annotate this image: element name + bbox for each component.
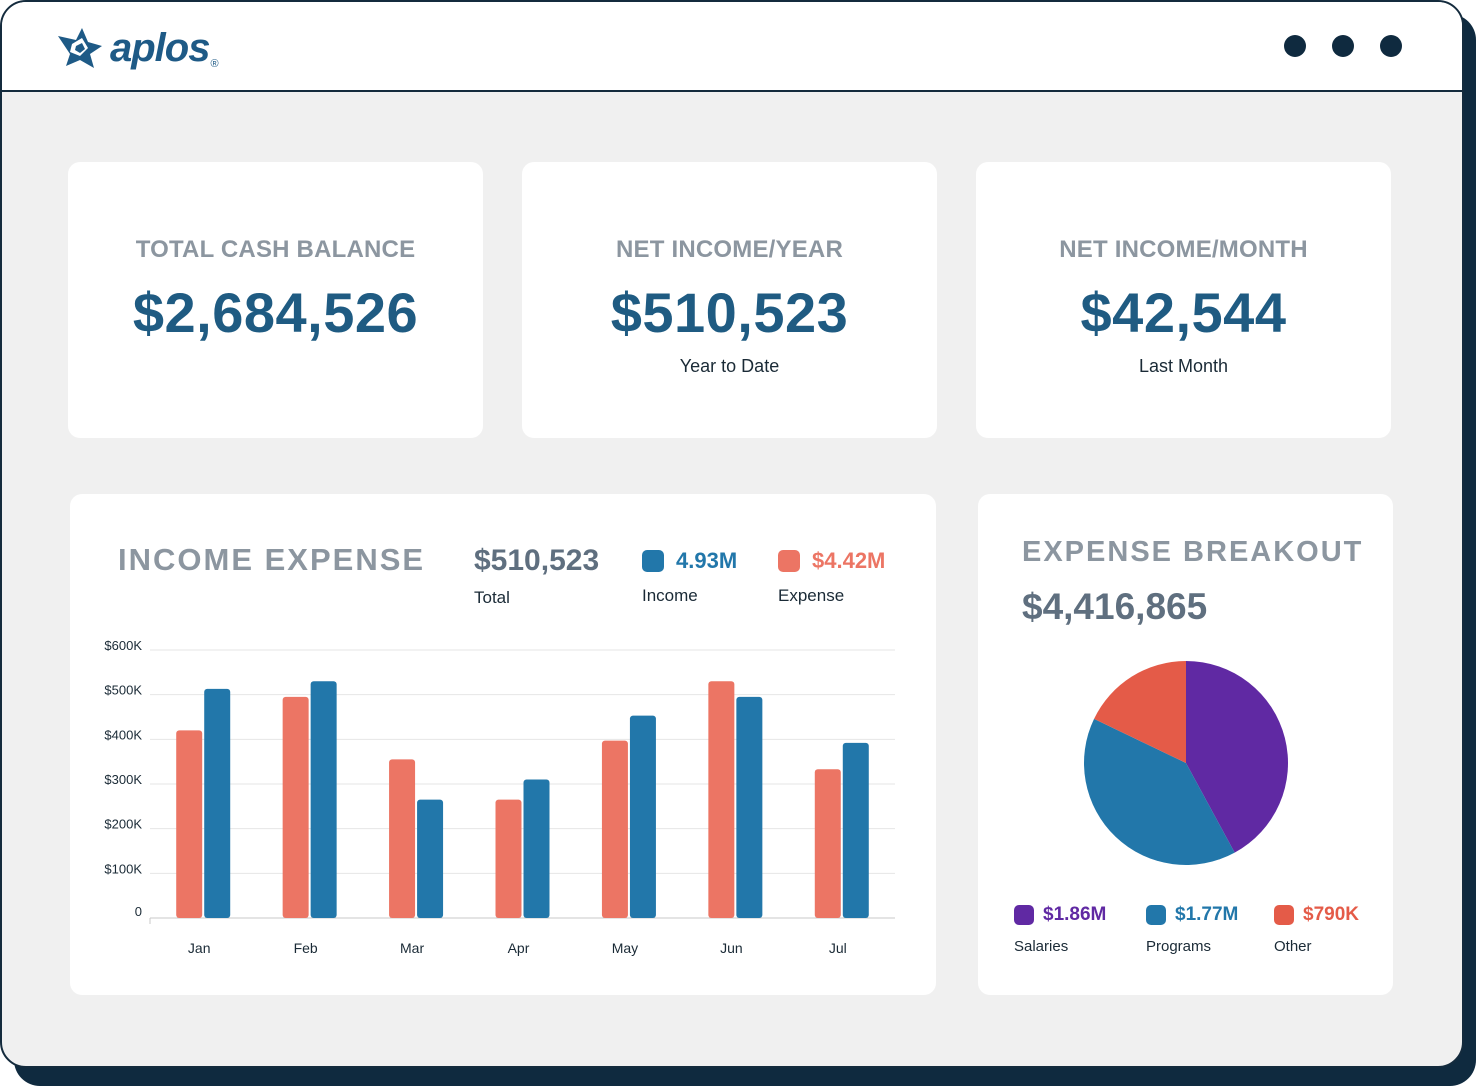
total-value: $510,523 bbox=[474, 544, 600, 577]
total-label: Total bbox=[474, 588, 510, 607]
menu-dot-icon[interactable] bbox=[1284, 35, 1306, 57]
income-swatch bbox=[642, 550, 664, 572]
y-tick-label: 0 bbox=[135, 904, 142, 919]
pie-slice-other bbox=[1094, 661, 1186, 763]
expense-pie-chart bbox=[1084, 661, 1288, 865]
income-bar bbox=[310, 681, 337, 918]
expense-value: $4.42M bbox=[812, 548, 886, 573]
income-expense-card: INCOME EXPENSE $510,523 Total 4.93M Inco… bbox=[70, 494, 936, 995]
legend-salaries: $1.86M Salaries bbox=[1014, 904, 1106, 955]
kpi-value: $2,684,526 bbox=[132, 281, 419, 344]
menu-dot-icon[interactable] bbox=[1380, 35, 1402, 57]
income-bar bbox=[523, 779, 550, 918]
x-tick-label: Jul bbox=[829, 940, 847, 956]
income-bar bbox=[842, 742, 869, 918]
x-tick-label: Apr bbox=[508, 940, 530, 956]
salaries-swatch bbox=[1014, 905, 1034, 925]
income-expense-title: INCOME EXPENSE bbox=[118, 542, 426, 577]
salaries-label: Salaries bbox=[1014, 938, 1069, 955]
logo-text: aplos bbox=[110, 26, 210, 70]
legend-other: $790K Other bbox=[1274, 904, 1359, 955]
expense-bar bbox=[389, 759, 416, 918]
kpi-card-cash-balance: TOTAL CASH BALANCE $2,684,526 bbox=[68, 162, 483, 438]
expense-label: Expense bbox=[778, 586, 845, 605]
x-tick-label: May bbox=[612, 940, 638, 956]
income-bar bbox=[417, 799, 444, 918]
income-expense-bar-chart: 0 $100K $200K $300K $400K $500K $600K Jan Feb Mar… bbox=[104, 638, 895, 956]
expense-breakout-card: EXPENSE BREAKOUT $4,416,865 $1.86M Salar… bbox=[978, 494, 1393, 995]
x-tick-label: Jan bbox=[188, 940, 211, 956]
y-tick-label: $600K bbox=[104, 638, 142, 653]
top-bar: aplos ® bbox=[2, 2, 1462, 92]
app-window: aplos ® TOTAL CASH BALANCE $2,684,526 NE… bbox=[0, 0, 1464, 1068]
legend-programs: $1.77M Programs bbox=[1146, 904, 1238, 955]
total-stat: $510,523 Total bbox=[474, 544, 599, 608]
income-bar bbox=[736, 696, 763, 918]
expense-bar bbox=[176, 730, 203, 918]
kpi-label: TOTAL CASH BALANCE bbox=[135, 236, 416, 263]
expense-stat: $4.42M Expense bbox=[778, 548, 885, 606]
x-tick-label: Feb bbox=[294, 940, 318, 956]
kpi-subtitle: Year to Date bbox=[679, 356, 780, 376]
aplos-star-icon bbox=[58, 28, 102, 68]
expense-bar bbox=[601, 740, 628, 918]
y-tick-label: $400K bbox=[104, 727, 142, 742]
kpi-subtitle: Last Month bbox=[1138, 356, 1229, 376]
other-value: $790K bbox=[1303, 904, 1359, 925]
x-tick-label: Jun bbox=[720, 940, 743, 956]
salaries-value: $1.86M bbox=[1043, 904, 1107, 925]
y-tick-label: $100K bbox=[104, 861, 142, 876]
programs-value: $1.77M bbox=[1175, 904, 1239, 925]
registered-mark: ® bbox=[210, 58, 219, 70]
other-swatch bbox=[1274, 905, 1294, 925]
pie-slice-programs bbox=[1084, 718, 1235, 865]
income-stat: 4.93M Income bbox=[642, 548, 737, 606]
expense-bar bbox=[495, 799, 522, 918]
kpi-label: NET INCOME/MONTH bbox=[1059, 236, 1308, 263]
expense-breakout-title: EXPENSE BREAKOUT bbox=[1022, 536, 1364, 568]
kpi-card-net-income-month: NET INCOME/MONTH $42,544 Last Month bbox=[976, 162, 1391, 438]
aplos-logo[interactable]: aplos ® bbox=[54, 26, 219, 70]
y-tick-label: $300K bbox=[104, 772, 142, 787]
income-bar bbox=[204, 688, 231, 918]
menu-dot-icon[interactable] bbox=[1332, 35, 1354, 57]
kpi-value: $42,544 bbox=[1080, 281, 1287, 344]
other-label: Other bbox=[1274, 938, 1312, 955]
income-bar bbox=[629, 715, 656, 918]
kpi-label: NET INCOME/YEAR bbox=[615, 236, 843, 263]
y-tick-label: $200K bbox=[104, 817, 142, 832]
y-tick-label: $500K bbox=[104, 683, 142, 698]
expense-swatch bbox=[778, 550, 800, 572]
programs-swatch bbox=[1146, 905, 1166, 925]
income-value: 4.93M bbox=[676, 548, 738, 573]
pie-slice-salaries bbox=[1186, 661, 1288, 853]
programs-label: Programs bbox=[1146, 938, 1212, 955]
x-tick-label: Mar bbox=[400, 940, 424, 956]
expense-bar bbox=[814, 769, 841, 918]
expense-bar bbox=[282, 696, 309, 918]
expense-breakout-total: $4,416,865 bbox=[1022, 586, 1208, 627]
kpi-card-net-income-year: NET INCOME/YEAR $510,523 Year to Date bbox=[522, 162, 937, 438]
income-label: Income bbox=[642, 586, 698, 605]
window-menu-dots[interactable] bbox=[1284, 35, 1402, 57]
expense-bar bbox=[708, 681, 735, 918]
kpi-value: $510,523 bbox=[610, 281, 849, 344]
